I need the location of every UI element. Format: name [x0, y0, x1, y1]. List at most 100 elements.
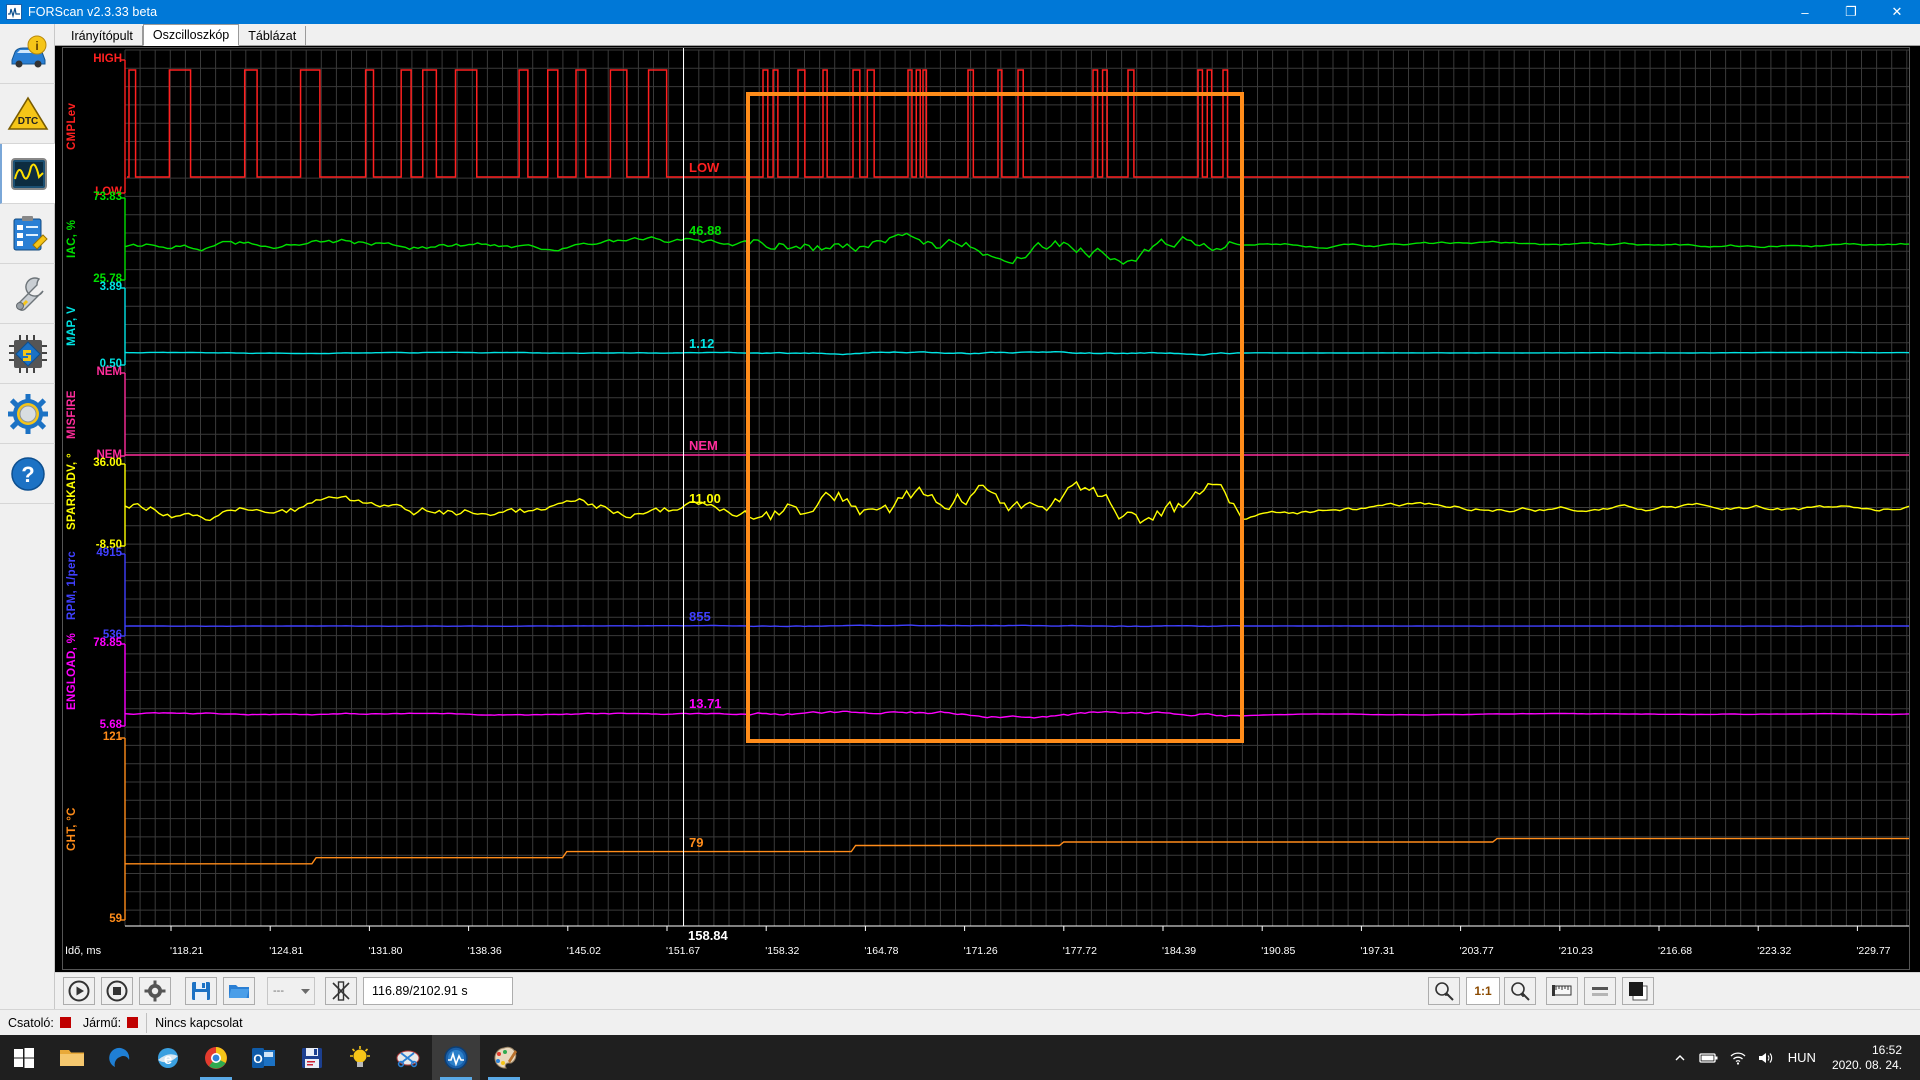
status-divider [146, 1012, 148, 1033]
grid-and-traces [63, 48, 1909, 969]
tray-clock[interactable]: 16:52 2020. 08. 24. [1824, 1043, 1910, 1073]
filter-button[interactable] [325, 977, 357, 1005]
cursor-value-iac: 46.88 [689, 223, 722, 239]
taskbar-outlook[interactable]: O [240, 1035, 288, 1080]
axis-max-map: 3.89 [99, 281, 122, 293]
axis-min-engload: 5.68 [99, 719, 122, 731]
svg-text:e: e [164, 1051, 172, 1068]
taskbar-snipping-tool[interactable] [384, 1035, 432, 1080]
plot-area[interactable] [63, 48, 1909, 969]
sidebar-item-service[interactable] [0, 264, 55, 324]
axis-label-cht: CHT, °C [66, 807, 78, 851]
time-tick: '203.77 [1459, 945, 1494, 957]
cursor-value-engload: 13.71 [689, 696, 722, 712]
axis-label-map: MAP, V [66, 306, 78, 347]
volume-icon [1758, 1052, 1772, 1063]
zoom-in-button[interactable] [1504, 977, 1536, 1005]
oscilloscope-chart[interactable]: CMPLev HIGH LOW LOW IAC, % 73.83 25.78 46.88 MAP… [62, 47, 1910, 970]
cursor-time-label: 158.84 [688, 928, 728, 943]
cursor-value-sparkadv: 11.00 [689, 491, 721, 507]
zoom-reset-button[interactable]: 1:1 [1466, 977, 1500, 1005]
selection-box[interactable] [746, 92, 1244, 743]
sidebar-item-help[interactable]: ? [0, 444, 55, 504]
time-tick: '158.32 [765, 945, 800, 957]
tray-language[interactable]: HUN [1787, 1050, 1816, 1065]
tab-oszcilloszkop[interactable]: Oszcilloszkóp [142, 24, 240, 46]
stop-button[interactable] [101, 977, 133, 1005]
title-bar: FORScan v2.3.33 beta – ❐ ✕ [0, 0, 1920, 24]
app-icon [6, 4, 22, 20]
time-cursor[interactable] [683, 48, 684, 926]
axis-max-cht: 121 [102, 731, 122, 743]
time-tick: '197.31 [1360, 945, 1395, 957]
play-button[interactable] [63, 977, 95, 1005]
tab-iranyitopult[interactable]: Irányítópult [62, 26, 143, 46]
wrench-icon [7, 273, 49, 315]
tray-volume[interactable] [1752, 1035, 1780, 1080]
cursor-value-cht: 79 [689, 834, 704, 850]
taskbar-chrome[interactable] [192, 1035, 240, 1080]
time-tick: '223.32 [1757, 945, 1792, 957]
axis-label-sparkadv: SPARKADV, ° [66, 453, 78, 530]
axis-max-engload: 78.85 [93, 637, 122, 649]
taskbar-idea[interactable] [336, 1035, 384, 1080]
lightbulb-icon [350, 1045, 370, 1067]
sidebar: i DTC [0, 24, 55, 1009]
taskbar-edge[interactable] [96, 1035, 144, 1080]
time-tick: '216.68 [1658, 945, 1693, 957]
wifi-icon [1730, 1051, 1746, 1065]
ruler-button[interactable] [1546, 977, 1578, 1005]
taskbar-forscan[interactable] [432, 1035, 480, 1080]
zoom-out-button[interactable] [1428, 977, 1460, 1005]
taskbar-save-app[interactable] [288, 1035, 336, 1080]
tray-battery[interactable] [1694, 1035, 1724, 1080]
time-tick: '229.77 [1856, 945, 1891, 957]
time-tick: '151.67 [666, 945, 701, 957]
sidebar-item-vehicle-info[interactable]: i [0, 24, 55, 84]
interface-status-indicator [59, 1017, 71, 1028]
recording-settings-button[interactable] [139, 977, 171, 1005]
sidebar-item-dtc[interactable]: DTC [0, 84, 55, 144]
time-tick: '118.21 [170, 945, 204, 957]
maximize-button[interactable]: ❐ [1845, 4, 1857, 19]
floppy-icon [302, 1047, 322, 1068]
minimize-button[interactable]: – [1801, 4, 1809, 20]
sidebar-item-configuration[interactable] [0, 324, 55, 384]
status-bar: Csatoló: Jármű: Nincs kapcsolat [0, 1009, 1920, 1035]
tray-wifi[interactable] [1724, 1035, 1752, 1080]
connection-status: Nincs kapcsolat [155, 1015, 243, 1030]
overlay-button[interactable] [1622, 977, 1654, 1005]
taskbar-paint[interactable] [480, 1035, 528, 1080]
line-style-button[interactable] [1584, 977, 1616, 1005]
time-tick: '184.39 [1162, 945, 1197, 957]
taskbar-start-button[interactable] [0, 1035, 48, 1080]
sidebar-item-settings[interactable] [0, 384, 55, 444]
gear-icon [7, 393, 49, 435]
time-tick: '145.02 [566, 945, 601, 957]
zoom-reset-label: 1:1 [1474, 984, 1492, 998]
window-title: FORScan v2.3.33 beta [28, 5, 158, 19]
cursor-value-cmplev: LOW [689, 160, 720, 175]
chevron-up-icon [1675, 1054, 1685, 1060]
taskbar-internet-explorer[interactable]: e [144, 1035, 192, 1080]
paint-palette-icon [494, 1046, 517, 1069]
recording-time-field[interactable]: 116.89/2102.91 s [363, 977, 513, 1005]
tray-chevron[interactable] [1666, 1035, 1694, 1080]
axis-max-iac: 73.83 [93, 191, 122, 203]
window-controls: – ❐ ✕ [1782, 0, 1920, 24]
cursor-value-misfire: NEM [689, 438, 718, 453]
time-tick: '171.26 [963, 945, 998, 957]
close-button[interactable]: ✕ [1891, 4, 1903, 19]
axis-label-cmplev: CMPLev [66, 102, 78, 151]
axis-min-iac: 25.78 [93, 273, 122, 285]
tab-list: Irányítópult Oszcilloszkóp Táblázat [62, 24, 307, 46]
time-tick: '131.80 [368, 945, 403, 957]
sidebar-item-oscilloscope[interactable] [0, 144, 55, 204]
outlook-icon: O [252, 1047, 275, 1068]
sidebar-item-tests[interactable] [0, 204, 55, 264]
tab-tablazat[interactable]: Táblázat [239, 26, 307, 46]
channel-select[interactable]: --- [267, 977, 315, 1005]
taskbar-file-explorer[interactable] [48, 1035, 96, 1080]
open-button[interactable] [223, 977, 255, 1005]
save-button[interactable] [185, 977, 217, 1005]
